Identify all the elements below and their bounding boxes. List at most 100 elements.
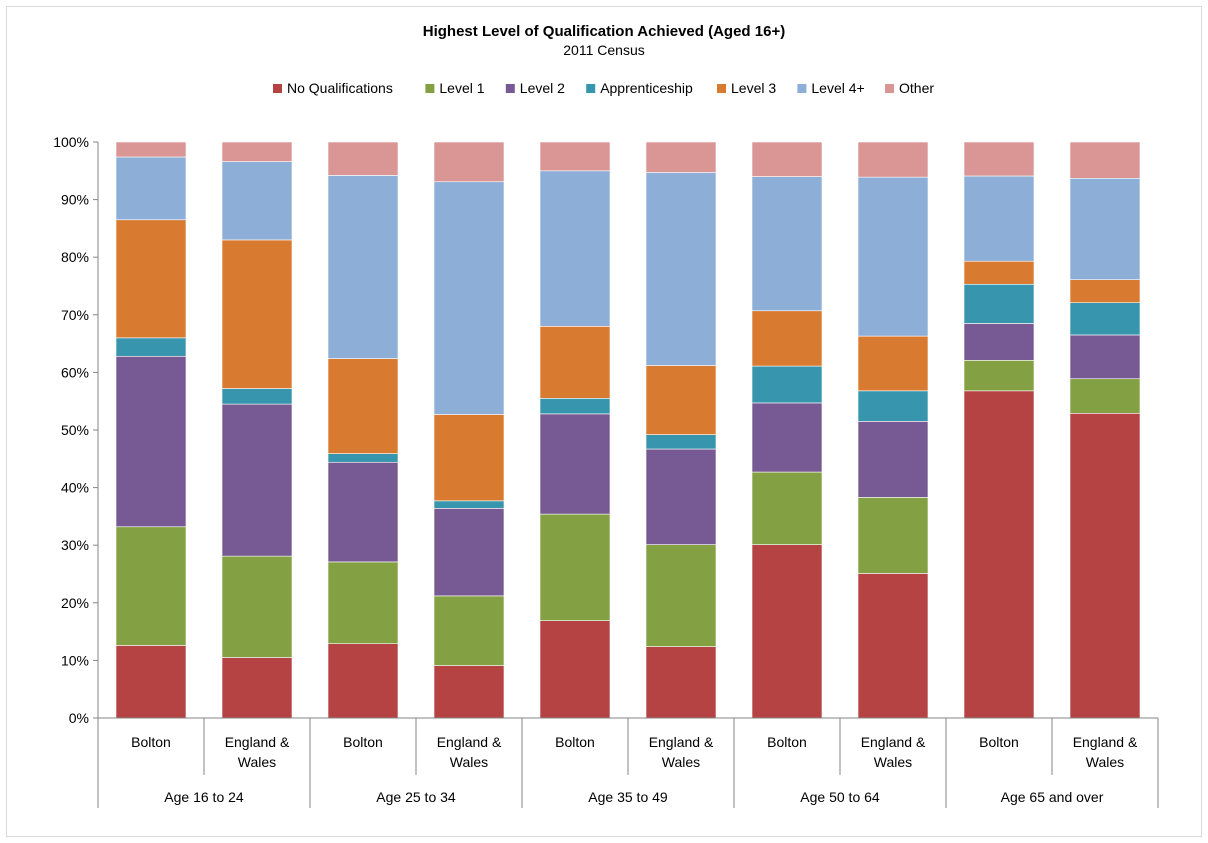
x-category-label: Wales	[662, 754, 700, 770]
bar-segment-level-3	[221, 239, 293, 389]
bar-segment-other	[857, 141, 929, 178]
bar-segment-other	[221, 141, 293, 162]
x-category-label: England &	[225, 734, 290, 750]
bar-segment-apprenticeship	[857, 390, 929, 422]
legend-item-other: Other	[885, 80, 934, 96]
bar-segment-level-3	[857, 335, 929, 392]
x-group-label: Age 65 and over	[1001, 789, 1104, 805]
legend-swatch	[425, 84, 435, 93]
bar-segment-no-qualifications	[1069, 412, 1141, 719]
y-tick-label: 60%	[61, 364, 89, 380]
bar-segment-level-1	[751, 471, 823, 545]
bar-segment-level-2	[963, 323, 1035, 361]
bar-segment-level-4	[433, 181, 505, 415]
bar-stack	[539, 141, 611, 719]
y-tick-label: 80%	[61, 249, 89, 265]
legend-item-level-2: Level 2	[505, 80, 565, 96]
bar-segment-level-3	[327, 358, 399, 454]
bar-segment-level-2	[1069, 334, 1141, 380]
legend-swatch	[885, 84, 894, 93]
bar-segment-level-2	[433, 508, 505, 597]
bar-segment-no-qualifications	[751, 544, 823, 719]
chart-title: Highest Level of Qualification Achieved …	[423, 23, 785, 40]
bar-segment-level-3	[645, 365, 717, 435]
bar-segment-level-4	[539, 170, 611, 327]
legend-item-level-4: Level 4+	[797, 80, 865, 96]
bar-segment-other	[115, 141, 187, 158]
x-category-label: Wales	[1086, 754, 1124, 770]
x-category-label: Bolton	[555, 734, 595, 750]
x-category-label: Bolton	[979, 734, 1019, 750]
legend-label: Other	[899, 80, 934, 96]
bar-stack	[433, 141, 505, 719]
bar-segment-apprenticeship	[539, 398, 611, 415]
bar-segment-no-qualifications	[963, 390, 1035, 719]
legend-item-no-qualifications: No Qualifications	[273, 80, 393, 96]
bar-segment-level-1	[1069, 378, 1141, 414]
bar-stack	[963, 141, 1035, 719]
y-tick-label: 40%	[61, 480, 89, 496]
bar-segment-level-3	[115, 219, 187, 339]
legend-swatch	[717, 84, 726, 93]
bar-segment-level-4	[327, 175, 399, 359]
bar-segment-level-3	[963, 260, 1035, 285]
bar-segment-level-4	[221, 161, 293, 241]
x-category-label: England &	[861, 734, 926, 750]
y-tick-label: 10%	[61, 652, 89, 668]
bar-segment-level-4	[751, 176, 823, 312]
legend-swatch	[505, 84, 515, 93]
bar-stack	[645, 141, 717, 719]
bar-segment-apprenticeship	[327, 453, 399, 463]
bar-segment-other	[327, 141, 399, 176]
bar-segment-other	[751, 141, 823, 177]
x-category-label: Wales	[874, 754, 912, 770]
y-tick-label: 100%	[53, 134, 89, 150]
legend-label: No Qualifications	[287, 80, 393, 96]
bar-segment-apprenticeship	[433, 500, 505, 509]
legend-label: Apprenticeship	[600, 80, 693, 96]
x-category-label: Bolton	[343, 734, 383, 750]
bar-segment-apprenticeship	[221, 388, 293, 405]
bar-segment-level-4	[645, 172, 717, 366]
bar-segment-no-qualifications	[433, 665, 505, 719]
bar-segment-no-qualifications	[221, 657, 293, 719]
bar-segment-level-2	[115, 355, 187, 528]
bar-segment-level-4	[963, 175, 1035, 262]
chart-legend: No Qualifications Level 1 Level 2 Apprentic…	[273, 80, 934, 96]
bar-segment-level-2	[327, 461, 399, 563]
x-category-label: Bolton	[131, 734, 171, 750]
x-category-label: England &	[1073, 734, 1138, 750]
y-tick-label: 30%	[61, 537, 89, 553]
bar-segment-apprenticeship	[645, 434, 717, 450]
bar-series	[115, 141, 1141, 719]
bar-segment-level-1	[645, 544, 717, 647]
x-group-label: Age 50 to 64	[800, 789, 880, 805]
bar-segment-level-1	[327, 561, 399, 644]
bar-segment-other	[433, 141, 505, 183]
bar-segment-other	[645, 141, 717, 173]
bar-segment-level-2	[857, 421, 929, 498]
bar-segment-no-qualifications	[645, 646, 717, 719]
bar-segment-level-2	[751, 402, 823, 473]
legend-label: Level 3	[731, 80, 776, 96]
x-category-label: England &	[649, 734, 714, 750]
y-tick-label: 50%	[61, 422, 89, 438]
legend-label: Level 2	[520, 80, 565, 96]
bar-segment-level-1	[433, 595, 505, 666]
x-category-label: Wales	[450, 754, 488, 770]
bar-segment-level-3	[539, 326, 611, 399]
bar-segment-level-1	[963, 360, 1035, 392]
y-tick-label: 0%	[69, 710, 89, 726]
legend-item-level-1: Level 1	[425, 80, 485, 96]
bar-segment-level-2	[221, 403, 293, 557]
bar-segment-level-3	[433, 414, 505, 502]
y-tick-label: 90%	[61, 192, 89, 208]
bar-stack	[857, 141, 929, 719]
bar-stack	[221, 141, 293, 719]
x-group-label: Age 35 to 49	[588, 789, 668, 805]
bar-segment-other	[1069, 141, 1141, 179]
bar-segment-apprenticeship	[1069, 302, 1141, 336]
legend-label: Level 1	[439, 80, 484, 96]
legend-label: Level 4+	[811, 80, 864, 96]
bar-segment-level-2	[539, 413, 611, 515]
